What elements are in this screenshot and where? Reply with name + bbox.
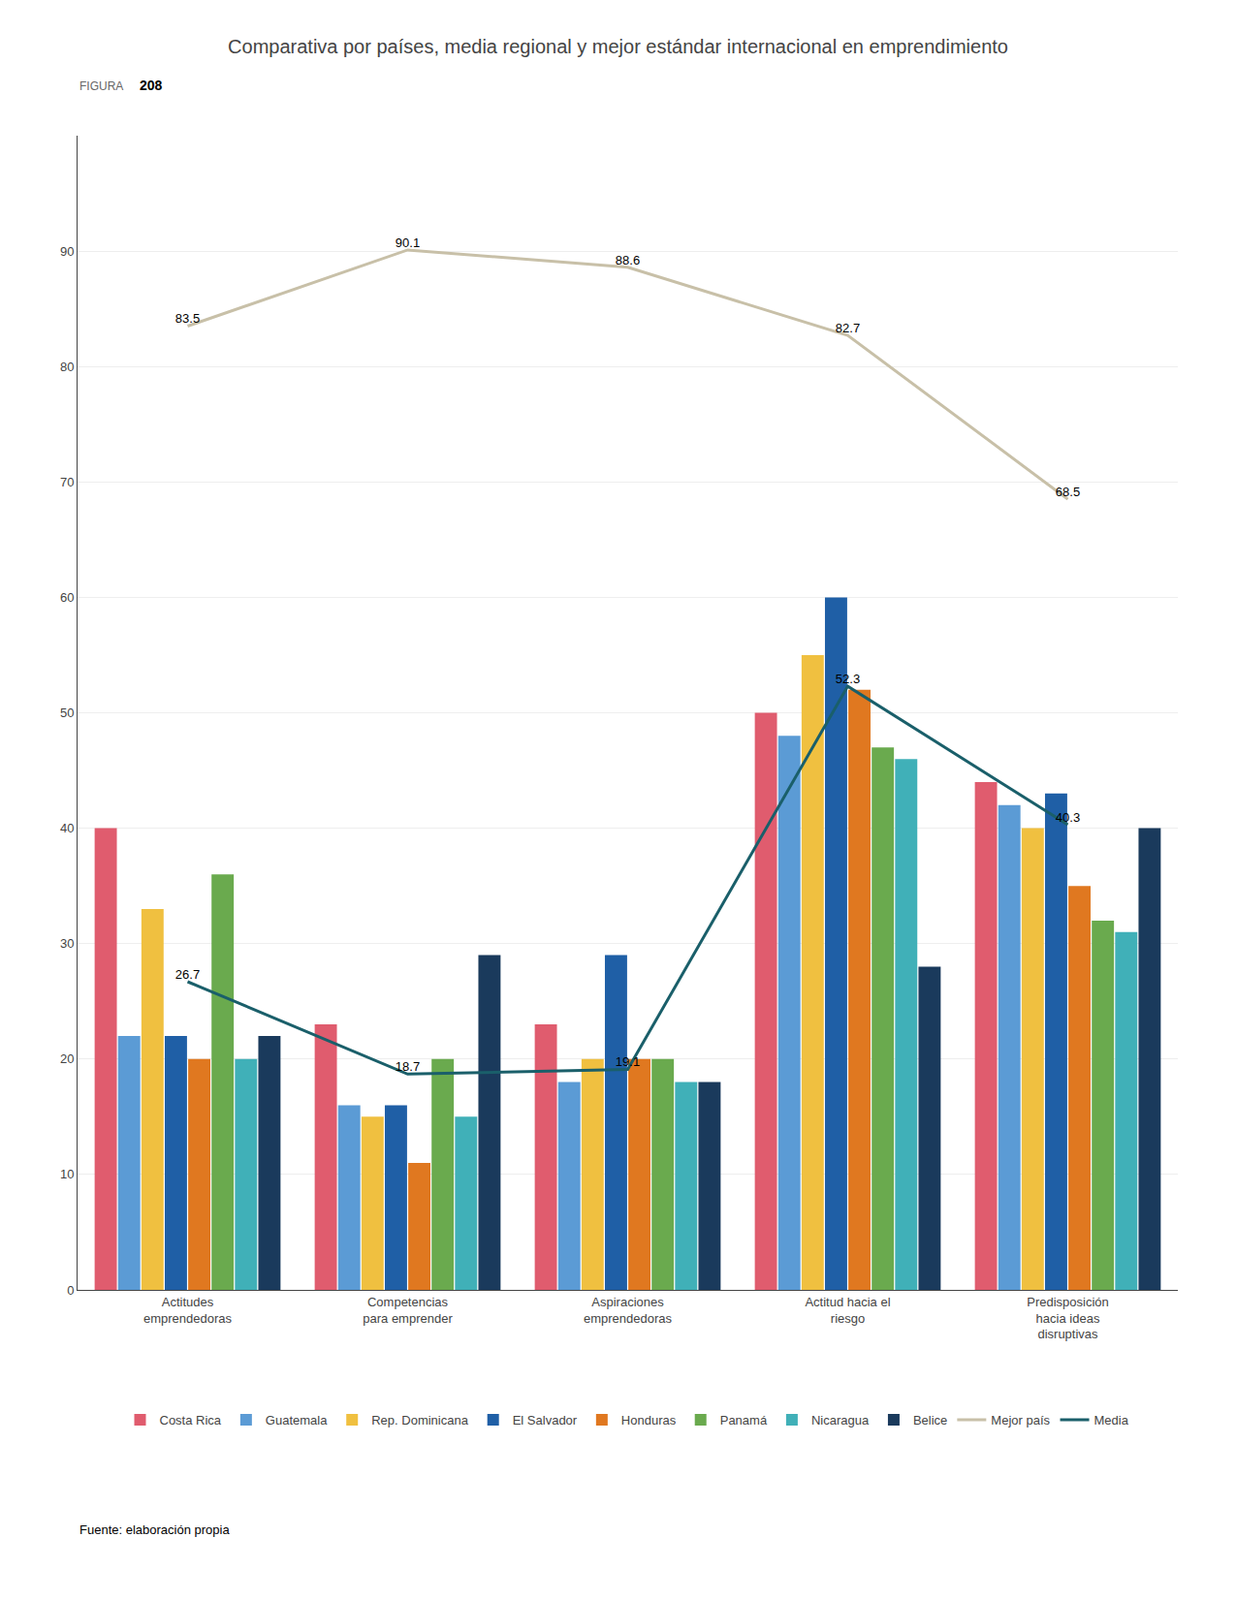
svg-text:40.3: 40.3 <box>1055 810 1080 825</box>
svg-text:Belice: Belice <box>913 1413 948 1428</box>
svg-text:Actitud hacia elriesgo: Actitud hacia elriesgo <box>804 1295 890 1327</box>
svg-text:0: 0 <box>66 1283 74 1299</box>
svg-text:19.1: 19.1 <box>615 1054 640 1070</box>
svg-text:Mejor país: Mejor país <box>990 1413 1050 1428</box>
svg-text:Nicaragua: Nicaragua <box>811 1413 870 1428</box>
svg-text:90.1: 90.1 <box>395 235 420 251</box>
svg-text:50: 50 <box>60 705 74 721</box>
svg-text:52.3: 52.3 <box>835 671 860 687</box>
svg-text:Guatemala: Guatemala <box>265 1413 328 1428</box>
svg-text:Competenciaspara emprender: Competenciaspara emprender <box>362 1295 453 1327</box>
svg-text:Rep. Dominicana: Rep. Dominicana <box>371 1413 469 1428</box>
svg-text:40: 40 <box>60 821 74 836</box>
svg-text:Costa Rica: Costa Rica <box>159 1413 222 1428</box>
svg-text:18.7: 18.7 <box>395 1059 420 1075</box>
svg-text:Actitudesemprendedoras: Actitudesemprendedoras <box>143 1295 233 1327</box>
svg-text:Comparativa por países, media: Comparativa por países, media regional y… <box>227 35 1009 58</box>
svg-text:Fuente: elaboración propia: Fuente: elaboración propia <box>79 1522 230 1538</box>
svg-text:10: 10 <box>60 1167 74 1182</box>
svg-text:FIGURA: FIGURA <box>79 79 124 94</box>
svg-text:26.7: 26.7 <box>175 967 200 983</box>
svg-text:Panamá: Panamá <box>720 1413 768 1428</box>
svg-text:83.5: 83.5 <box>175 311 200 326</box>
svg-text:30: 30 <box>60 936 74 951</box>
svg-text:Aspiracionesemprendedoras: Aspiracionesemprendedoras <box>583 1295 673 1327</box>
svg-text:Honduras: Honduras <box>621 1413 677 1428</box>
svg-text:90: 90 <box>60 244 74 259</box>
svg-text:Media: Media <box>1094 1413 1130 1428</box>
svg-text:80: 80 <box>60 359 74 375</box>
svg-text:El Salvador: El Salvador <box>512 1413 578 1428</box>
svg-text:Predisposiciónhacia ideasdisru: Predisposiciónhacia ideasdisruptivas <box>1026 1295 1110 1343</box>
svg-text:70: 70 <box>60 475 74 490</box>
svg-text:88.6: 88.6 <box>615 253 640 268</box>
svg-text:60: 60 <box>60 590 74 605</box>
svg-text:20: 20 <box>60 1051 74 1067</box>
svg-text:208: 208 <box>139 77 163 94</box>
svg-text:68.5: 68.5 <box>1055 484 1080 500</box>
svg-text:82.7: 82.7 <box>835 320 860 336</box>
